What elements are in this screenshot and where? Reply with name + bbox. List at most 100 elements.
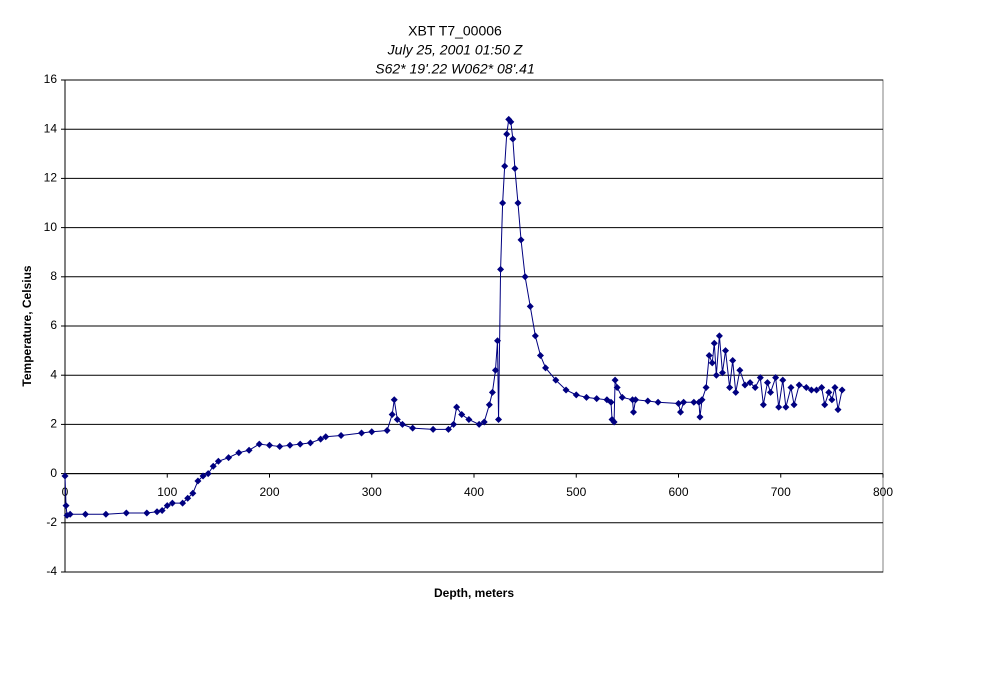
data-point	[610, 418, 618, 426]
data-point	[495, 415, 503, 423]
data-point	[618, 393, 626, 401]
data-point	[715, 332, 723, 340]
data-point	[390, 396, 398, 404]
data-point	[388, 411, 396, 419]
data-point	[494, 337, 502, 345]
data-point	[825, 388, 833, 396]
chart-subtitle: July 25, 2001 01:50 Z	[387, 42, 523, 58]
y-tick-label: 6	[50, 318, 57, 332]
data-point	[383, 427, 391, 435]
data-point	[710, 339, 718, 347]
data-point	[189, 489, 197, 497]
data-point	[526, 302, 534, 310]
data-point	[787, 384, 795, 391]
data-point	[511, 165, 519, 173]
data-point	[759, 401, 767, 409]
data-point	[677, 408, 685, 416]
data-point	[475, 420, 483, 428]
y-tick-label: -2	[46, 515, 57, 529]
data-point	[572, 391, 580, 399]
data-point	[729, 356, 737, 364]
data-point	[767, 388, 775, 396]
data-point	[286, 441, 294, 449]
data-point	[834, 406, 842, 414]
data-point	[66, 510, 74, 518]
data-point	[61, 472, 69, 480]
data-point	[536, 352, 544, 360]
y-tick-label: 0	[50, 466, 57, 480]
data-point	[632, 396, 640, 404]
data-point	[654, 398, 662, 406]
data-point	[358, 429, 366, 437]
data-point	[199, 472, 207, 480]
data-point	[582, 393, 590, 401]
data-point	[680, 398, 688, 406]
y-tick-label: 10	[44, 220, 58, 234]
data-point	[296, 440, 304, 448]
data-point	[194, 477, 202, 485]
data-point	[708, 359, 716, 367]
data-point	[409, 424, 417, 432]
data-point	[702, 384, 710, 391]
data-point	[158, 507, 166, 514]
data-point	[497, 265, 505, 273]
data-point	[62, 502, 70, 510]
data-point	[775, 403, 783, 411]
data-point	[818, 384, 826, 391]
data-point	[499, 199, 507, 207]
x-tick-label: 700	[771, 485, 791, 499]
data-point	[503, 130, 511, 138]
data-point	[813, 386, 821, 394]
x-tick-label: 300	[362, 485, 382, 499]
data-point	[831, 384, 839, 391]
data-point	[562, 386, 570, 394]
data-point	[722, 347, 730, 355]
data-point	[485, 401, 493, 409]
data-point	[741, 381, 749, 389]
data-point	[214, 457, 222, 465]
data-point	[517, 236, 525, 244]
data-point	[607, 398, 615, 406]
data-point	[790, 401, 798, 409]
data-point	[531, 332, 539, 340]
x-tick-label: 800	[873, 485, 893, 499]
data-point	[593, 395, 601, 403]
data-point	[488, 388, 496, 396]
data-point	[821, 401, 829, 409]
data-point	[122, 509, 130, 517]
data-point	[163, 502, 171, 510]
data-point	[542, 364, 550, 372]
data-point	[712, 371, 720, 379]
data-point	[444, 425, 452, 433]
data-point	[690, 398, 698, 406]
x-tick-label: 200	[259, 485, 279, 499]
data-point	[168, 499, 176, 507]
data-point	[736, 366, 744, 374]
y-tick-label: 2	[50, 417, 57, 431]
data-point	[509, 135, 517, 143]
data-point	[245, 446, 253, 454]
data-point	[675, 399, 682, 407]
data-point	[398, 420, 406, 428]
data-point	[306, 439, 314, 447]
data-point	[337, 431, 345, 439]
data-point	[368, 428, 376, 436]
x-tick-label: 600	[668, 485, 688, 499]
data-point	[630, 408, 638, 416]
data-point	[807, 386, 815, 394]
y-tick-label: 14	[44, 121, 58, 135]
data-point	[802, 384, 810, 391]
data-point	[756, 374, 764, 382]
data-point	[782, 403, 790, 411]
data-point	[235, 449, 243, 457]
data-point	[465, 415, 473, 423]
chart-title: XBT T7_00006	[408, 23, 502, 39]
data-point	[143, 509, 151, 517]
data-point	[450, 420, 458, 428]
data-point	[453, 403, 461, 411]
data-point	[696, 413, 704, 421]
data-point	[393, 415, 401, 423]
y-tick-label: 12	[44, 171, 58, 185]
x-tick-label: 100	[157, 485, 177, 499]
